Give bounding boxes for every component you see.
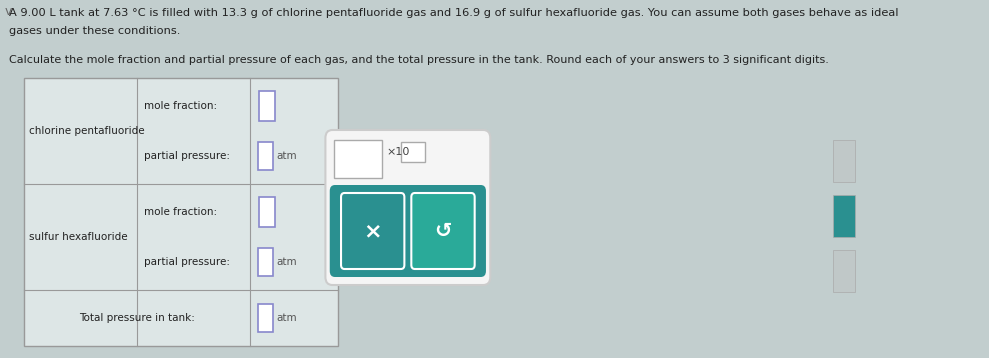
FancyBboxPatch shape [258, 142, 273, 170]
Text: ↺: ↺ [434, 221, 452, 241]
FancyBboxPatch shape [833, 250, 854, 292]
FancyBboxPatch shape [258, 304, 273, 332]
FancyBboxPatch shape [329, 185, 486, 277]
FancyBboxPatch shape [325, 130, 491, 285]
FancyBboxPatch shape [401, 142, 425, 162]
Text: atm: atm [276, 257, 297, 267]
Text: ×10: ×10 [386, 147, 409, 157]
Text: partial pressure:: partial pressure: [144, 257, 230, 267]
FancyBboxPatch shape [833, 140, 854, 182]
FancyBboxPatch shape [341, 193, 405, 269]
FancyBboxPatch shape [334, 140, 382, 178]
FancyBboxPatch shape [259, 197, 275, 227]
Text: mole fraction:: mole fraction: [144, 101, 218, 111]
Text: partial pressure:: partial pressure: [144, 151, 230, 161]
Text: sulfur hexafluoride: sulfur hexafluoride [29, 232, 128, 242]
Text: atm: atm [276, 313, 297, 323]
FancyBboxPatch shape [258, 248, 273, 276]
Text: ×: × [363, 221, 382, 241]
FancyBboxPatch shape [833, 195, 854, 237]
Text: A 9.00 L tank at 7.63 °C is filled with 13.3 g of chlorine pentafluoride gas and: A 9.00 L tank at 7.63 °C is filled with … [9, 8, 898, 18]
FancyBboxPatch shape [411, 193, 475, 269]
Text: gases under these conditions.: gases under these conditions. [9, 26, 180, 36]
Text: chlorine pentafluoride: chlorine pentafluoride [29, 126, 144, 136]
Text: Calculate the mole fraction and partial pressure of each gas, and the total pres: Calculate the mole fraction and partial … [9, 55, 829, 65]
Text: mole fraction:: mole fraction: [144, 207, 218, 217]
Text: v: v [4, 5, 12, 18]
Text: Total pressure in tank:: Total pressure in tank: [79, 313, 195, 323]
FancyBboxPatch shape [259, 91, 275, 121]
Text: atm: atm [276, 151, 297, 161]
FancyBboxPatch shape [25, 78, 338, 346]
